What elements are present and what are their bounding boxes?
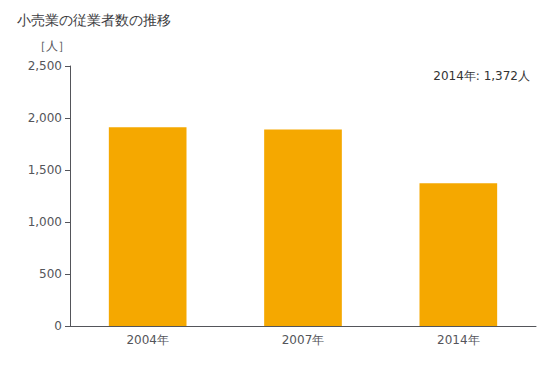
svg-text:2004年: 2004年 xyxy=(126,333,169,347)
svg-text:［人］: ［人］ xyxy=(34,39,70,53)
svg-text:0: 0 xyxy=(54,319,62,333)
svg-text:小売業の従業者数の推移: 小売業の従業者数の推移 xyxy=(17,12,171,28)
svg-text:1,500: 1,500 xyxy=(28,163,62,177)
svg-text:500: 500 xyxy=(39,267,62,281)
svg-text:2007年: 2007年 xyxy=(282,333,325,347)
svg-text:2014年: 2014年 xyxy=(437,333,480,347)
svg-text:2,500: 2,500 xyxy=(28,59,62,73)
svg-text:2,000: 2,000 xyxy=(28,111,62,125)
svg-text:2014年: 1,372人: 2014年: 1,372人 xyxy=(433,69,530,83)
svg-text:1,000: 1,000 xyxy=(28,215,62,229)
